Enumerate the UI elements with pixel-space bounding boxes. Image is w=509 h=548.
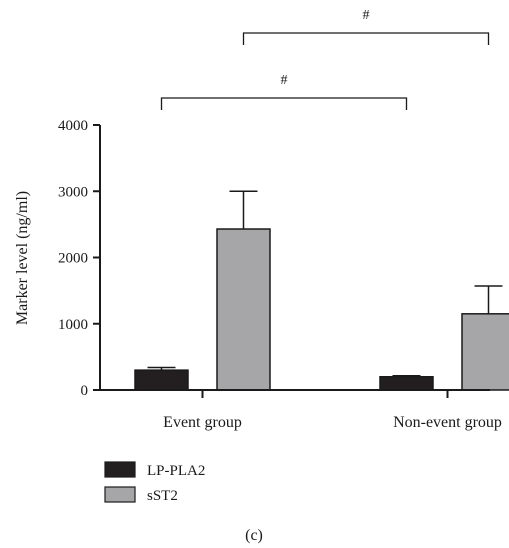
significance-label: # [281,73,288,88]
legend-label: LP-PLA2 [147,463,205,479]
significance-label: # [363,8,370,23]
legend-swatch [104,461,136,478]
legend-label: sST2 [147,488,178,504]
bar-lp-pla2 [134,369,189,391]
y-axis-title: Marker level (ng/ml) [14,191,31,325]
bar-sst2 [216,228,271,391]
legend-swatch [104,486,136,503]
y-tick-label: 0 [81,383,89,399]
x-category-label: Non-event group [393,414,502,431]
bars [134,190,509,391]
significance-bracket [160,97,408,110]
y-tick-label: 1000 [58,317,88,333]
bar-sst2 [461,313,509,391]
x-category-label: Event group [163,414,242,431]
panel-label: (c) [245,527,263,544]
bar-lp-pla2 [379,376,434,391]
y-tick-label: 2000 [58,251,88,267]
axes: 0 1000 2000 3000 4000 Event group Non-event gr… [58,118,502,431]
legend: LP-PLA2 sST2 [104,461,205,504]
significance-annotations: ## [160,8,490,110]
significance-bracket [242,32,490,45]
y-tick-label: 4000 [58,118,88,134]
y-tick-label: 3000 [58,184,88,200]
